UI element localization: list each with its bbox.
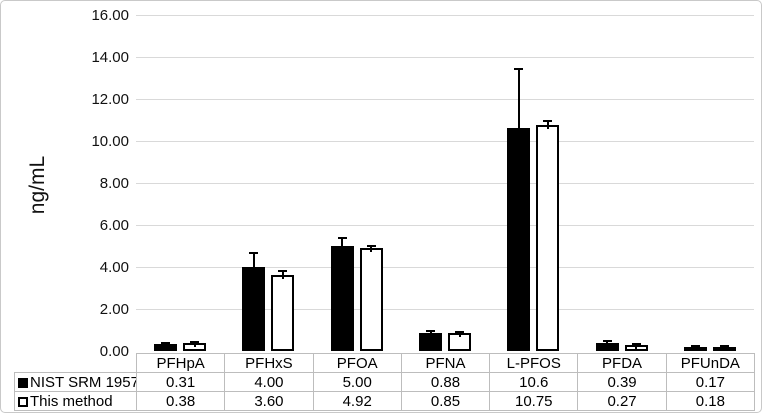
error-bar — [517, 68, 520, 133]
value-cell: 0.31 — [135, 372, 226, 392]
value-cell: 0.38 — [135, 391, 226, 411]
y-tick-label: 6.00 — [99, 217, 129, 234]
gridline — [136, 15, 754, 16]
table-row: NIST SRM 1957 0.31 4.00 5.00 0.88 10.6 0.39 0.1… — [14, 372, 756, 392]
y-tick-label: 12.00 — [91, 91, 129, 108]
value-cell: 4.00 — [224, 372, 314, 392]
error-bar — [164, 343, 167, 349]
bar-pfda-series0 — [595, 342, 619, 351]
error-bar — [546, 121, 549, 130]
error-bar-cap — [337, 236, 347, 239]
value-cell: 4.92 — [312, 391, 402, 411]
error-bar — [429, 330, 432, 337]
table-header-row: PFHpA PFHxS PFOA PFNA L-PFOS PFDA PFUnDA — [15, 353, 756, 373]
y-tick-label: 8.00 — [99, 175, 129, 192]
error-bar-cap — [249, 252, 259, 255]
value-cell: 0.17 — [665, 372, 756, 392]
error-bar-cap — [514, 67, 524, 70]
category-header: L-PFOS — [489, 353, 579, 373]
error-bar — [458, 331, 461, 338]
error-bar-cap — [455, 330, 464, 333]
gridline — [136, 141, 754, 142]
category-header: PFUnDA — [665, 353, 756, 373]
bar-pfna-series0 — [419, 332, 442, 351]
bar-l-pfos-series1 — [536, 125, 560, 351]
filled-square-legend-icon — [18, 377, 28, 388]
bar-l-pfos-series0 — [507, 128, 531, 351]
error-bar-cap — [190, 340, 200, 343]
open-square-legend-icon — [18, 396, 28, 407]
error-bar — [341, 237, 344, 250]
error-bar-cap — [278, 270, 288, 273]
error-bar-cap — [161, 342, 171, 345]
data-table: PFHpA PFHxS PFOA PFNA L-PFOS PFDA PFUnDA NIST S… — [14, 353, 756, 411]
error-bar — [252, 253, 255, 271]
table-corner-blank — [15, 354, 137, 373]
error-bar — [193, 341, 196, 348]
error-bar-cap — [631, 343, 641, 346]
category-header: PFDA — [577, 353, 667, 373]
bar-pfoa-series1 — [359, 247, 383, 351]
value-cell: 10.6 — [489, 372, 579, 392]
gridline — [136, 309, 754, 310]
value-cell: 0.39 — [577, 372, 667, 392]
bar-pfoa-series0 — [330, 246, 354, 351]
gridline — [136, 225, 754, 226]
series-name: This method — [30, 392, 113, 410]
gridline — [136, 99, 754, 100]
value-cell: 5.00 — [312, 372, 402, 392]
value-cell: 10.75 — [489, 391, 579, 411]
y-tick-label: 4.00 — [99, 259, 129, 276]
error-bar — [281, 271, 284, 280]
y-tick-label: 16.00 — [91, 7, 129, 24]
error-bar-cap — [690, 345, 700, 348]
value-cell: 0.88 — [400, 372, 491, 392]
legend-cell: This method — [14, 391, 137, 411]
value-cell: 0.27 — [577, 391, 667, 411]
error-bar-cap — [543, 120, 553, 123]
error-bar-cap — [366, 245, 376, 247]
error-bar — [370, 246, 373, 252]
value-cell: 0.85 — [400, 391, 491, 411]
error-bar — [694, 346, 697, 352]
category-header: PFHxS — [224, 353, 314, 373]
error-bar-cap — [426, 329, 435, 332]
error-bar — [635, 344, 638, 350]
error-bar — [606, 341, 609, 347]
y-tick-label: 2.00 — [99, 301, 129, 318]
error-bar — [723, 345, 726, 352]
error-bar-cap — [602, 340, 612, 343]
gridline — [136, 57, 754, 58]
table-row: This method 0.38 3.60 4.92 0.85 10.75 0.27 0.18 — [14, 391, 756, 411]
category-header: PFOA — [312, 353, 402, 373]
gridline — [136, 183, 754, 184]
series-name: NIST SRM 1957 — [30, 373, 137, 391]
bar-pfhxs-series0 — [242, 267, 266, 351]
legend-cell: NIST SRM 1957 — [14, 372, 137, 392]
bar-pfhxs-series1 — [271, 275, 295, 351]
category-header: PFNA — [400, 353, 491, 373]
value-cell: 3.60 — [224, 391, 314, 411]
gridline — [136, 267, 754, 268]
error-bar-cap — [719, 344, 729, 347]
y-tick-label: 10.00 — [91, 133, 129, 150]
y-tick-label: 0.00 — [99, 343, 129, 360]
value-cell: 0.18 — [665, 391, 756, 411]
category-header: PFHpA — [135, 353, 226, 373]
y-tick-label: 14.00 — [91, 49, 129, 66]
